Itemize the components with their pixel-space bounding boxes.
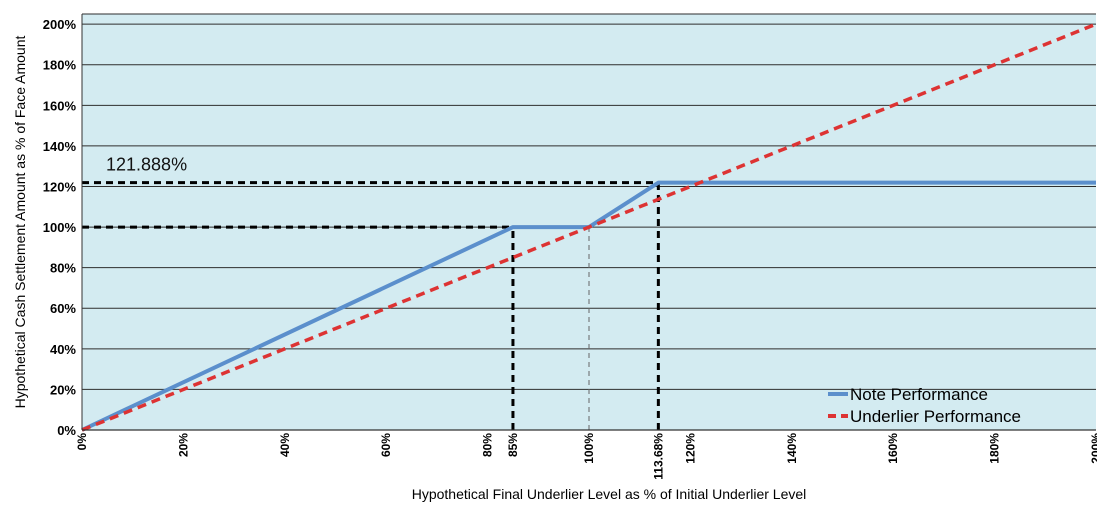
reference-lines [82, 181, 660, 430]
x-tick-label: 60% [379, 433, 393, 457]
x-tick-label: 120% [683, 433, 697, 464]
axes [81, 14, 1096, 431]
y-tick-label: 0% [57, 423, 76, 438]
y-tick-label: 200% [43, 17, 77, 32]
y-tick-label: 80% [50, 261, 76, 276]
x-tick-label: 100% [582, 433, 596, 464]
annotation-label: 121.888% [106, 155, 187, 175]
x-tick-label: 85% [506, 433, 520, 457]
series-lines [81, 22, 1097, 432]
y-tick-label: 180% [43, 58, 77, 73]
y-tick-label: 140% [43, 139, 77, 154]
x-tick-label: 20% [176, 433, 190, 457]
x-tick-label: 180% [988, 433, 1002, 464]
y-tick-label: 120% [43, 179, 77, 194]
x-tick-label: 80% [481, 433, 495, 457]
series-line-underlier-performance [81, 22, 1097, 432]
x-tick-label: 0% [75, 433, 89, 451]
y-tick-label: 60% [50, 301, 76, 316]
x-axis-title: Hypothetical Final Underlier Level as % … [412, 486, 807, 502]
y-tick-label: 100% [43, 220, 77, 235]
y-tick-label: 40% [50, 342, 76, 357]
plot-area [82, 14, 1096, 430]
y-tick-label: 20% [50, 382, 76, 397]
legend-label: Note Performance [850, 385, 988, 404]
x-tick-label: 140% [785, 433, 799, 464]
x-tick-label: 160% [886, 433, 900, 464]
labels: 0% 20% 40% 60% 80% 100% 120% 140% 160% 180% 200% 0%… [12, 17, 1097, 502]
y-tick-label: 160% [43, 98, 77, 113]
x-tick-label: 200% [1089, 433, 1097, 464]
y-axis-title: Hypothetical Cash Settlement Amount as %… [12, 36, 28, 409]
legend-label: Underlier Performance [850, 407, 1021, 426]
x-tick-label: 40% [278, 433, 292, 457]
x-tick-label: 113.68% [651, 433, 665, 480]
legend: Note Performance Underlier Performance [828, 385, 1021, 426]
